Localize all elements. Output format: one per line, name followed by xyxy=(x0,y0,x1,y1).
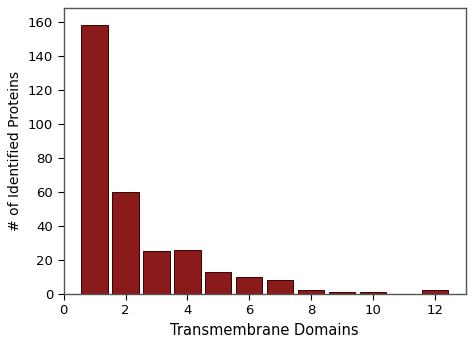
Bar xyxy=(421,290,448,294)
Bar xyxy=(143,251,170,294)
Bar xyxy=(360,292,386,294)
Bar xyxy=(205,272,231,294)
Bar xyxy=(112,192,139,294)
Bar xyxy=(267,280,293,294)
Bar xyxy=(298,290,324,294)
Y-axis label: # of Identified Proteins: # of Identified Proteins xyxy=(9,71,22,231)
X-axis label: Transmembrane Domains: Transmembrane Domains xyxy=(170,323,359,338)
Bar xyxy=(329,292,355,294)
Bar xyxy=(236,277,262,294)
Bar xyxy=(174,249,201,294)
Bar xyxy=(82,25,108,294)
